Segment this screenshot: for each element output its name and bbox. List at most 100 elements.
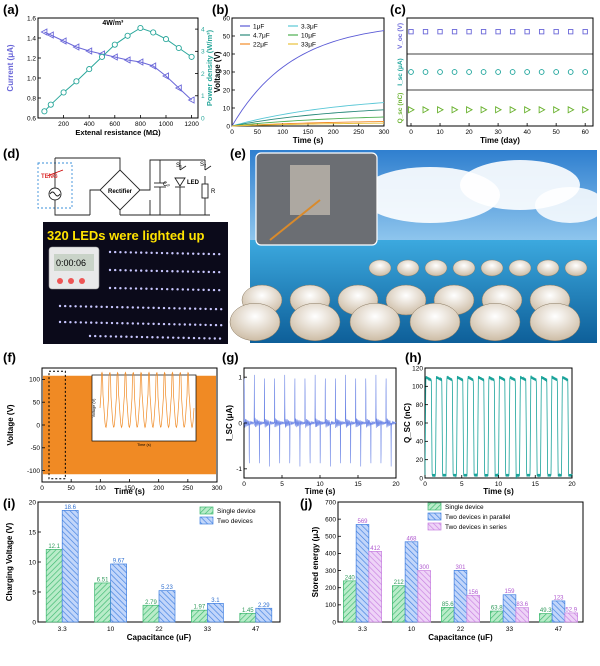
y-tick-label: 100 xyxy=(29,377,40,384)
bar-2 xyxy=(466,594,480,623)
led-dot xyxy=(166,269,169,273)
led-dot xyxy=(121,322,124,325)
voc-point xyxy=(509,29,516,35)
power-point xyxy=(162,36,170,43)
led-dot xyxy=(69,321,72,324)
voc-point xyxy=(568,29,574,35)
bar-0 xyxy=(45,549,63,623)
x-axis-label: Time (s) xyxy=(483,487,514,496)
series-line-0 xyxy=(231,30,385,127)
x-tick-label: 0 xyxy=(40,485,44,492)
x-tick-label: 50 xyxy=(68,485,76,492)
chart-i: 0 5 10 15 20 3.3 12.1 18.6 10 6.51 9.67 22 2.79 5.23 3… xyxy=(5,499,281,642)
led-dot xyxy=(186,288,190,291)
led-dot xyxy=(136,322,140,325)
led-dot xyxy=(202,252,205,256)
legend-swatch xyxy=(427,522,442,531)
led-dot xyxy=(168,306,171,310)
data-label: 2.29 xyxy=(258,603,270,609)
x-tick-label: 300 xyxy=(379,129,390,136)
current-point xyxy=(40,28,48,36)
panel-label-i: (i) xyxy=(3,496,15,511)
led-dot xyxy=(140,287,143,290)
led-dot xyxy=(150,251,153,255)
led-dot xyxy=(192,288,195,291)
led-dot xyxy=(90,321,93,324)
inset-y-label: Voltage (V) xyxy=(92,398,96,418)
led-dot xyxy=(155,287,158,291)
y-tick-label: 60 xyxy=(416,420,424,427)
led-dot xyxy=(136,306,140,309)
led-dot xyxy=(150,287,153,291)
x-tick-label: 10 xyxy=(316,481,324,488)
y-tick-label: 0 xyxy=(36,422,40,429)
led-dot xyxy=(199,307,202,311)
y-tick-label: 300 xyxy=(325,568,336,575)
qsc-point xyxy=(524,106,532,114)
circuit-diagram xyxy=(35,150,220,218)
series-line-1 xyxy=(231,102,385,127)
x-tick-label: 15 xyxy=(532,481,540,488)
y-axis-label: V_oc (V) xyxy=(397,23,404,49)
current-point xyxy=(162,72,169,80)
led-dot xyxy=(160,251,164,255)
led-dot xyxy=(212,270,216,274)
led-dot xyxy=(119,269,122,272)
category-label: 22 xyxy=(155,626,163,633)
led-dot xyxy=(131,322,134,325)
led-dot xyxy=(110,305,114,309)
inset-x-label: Time (s) xyxy=(137,443,152,447)
power-point xyxy=(41,108,48,115)
led-dot xyxy=(212,288,216,292)
led-dot xyxy=(94,334,97,338)
led-dot xyxy=(104,335,107,338)
capacitor-label: Cₚ xyxy=(163,182,170,188)
led-dot xyxy=(121,306,124,309)
led-dot xyxy=(166,251,169,255)
y2-tick-label: 1 xyxy=(201,93,205,100)
voc-point xyxy=(538,29,545,35)
data-label: 240 xyxy=(345,575,356,581)
power-point xyxy=(188,53,195,60)
voc-point xyxy=(437,29,443,35)
led-dot xyxy=(183,307,186,310)
led-dot xyxy=(171,270,174,273)
legend-swatch xyxy=(199,506,214,515)
led-dot xyxy=(135,335,138,339)
led-dot xyxy=(181,288,184,291)
x-axis-label: Time (s) xyxy=(293,136,324,145)
series-line-5 xyxy=(231,122,385,127)
x-tick-label: 30 xyxy=(494,129,502,136)
bar-1 xyxy=(255,607,273,623)
led-dot xyxy=(178,307,181,310)
led-dot xyxy=(198,336,201,340)
panel-label-e: (e) xyxy=(230,146,246,161)
led-dot xyxy=(147,322,150,325)
y-axis-label: Voltage (V) xyxy=(213,51,222,93)
buoy xyxy=(368,259,392,277)
led-dot xyxy=(124,251,127,254)
x-tick-label: 60 xyxy=(582,129,590,136)
x-tick-label: 100 xyxy=(277,129,288,136)
buoy xyxy=(385,284,427,316)
y-tick-label: 200 xyxy=(325,585,336,592)
qsc-point xyxy=(567,106,575,114)
x-tick-label: 10 xyxy=(495,481,503,488)
y-tick-label: 15 xyxy=(29,529,37,536)
y-tick-label: 0.6 xyxy=(27,115,36,122)
plot-frame xyxy=(406,17,594,127)
led-dot xyxy=(90,305,93,308)
led-dot xyxy=(134,269,138,272)
led-dot xyxy=(192,270,195,273)
led-dot xyxy=(131,306,134,309)
led-dot xyxy=(203,337,206,340)
led-dot xyxy=(202,288,205,292)
y-axis-label: Charging Voltage (V) xyxy=(5,522,14,601)
chart-b: 0 50 100 150 200 250 300 0 10 20 30 40 50 60 Time (s) V… xyxy=(213,15,390,145)
qsc-point xyxy=(422,106,430,114)
buoy xyxy=(469,303,521,341)
y-tick-label: 20 xyxy=(29,499,37,506)
y2-tick-label: 0 xyxy=(201,115,205,122)
x-tick-label: 0 xyxy=(242,481,246,488)
